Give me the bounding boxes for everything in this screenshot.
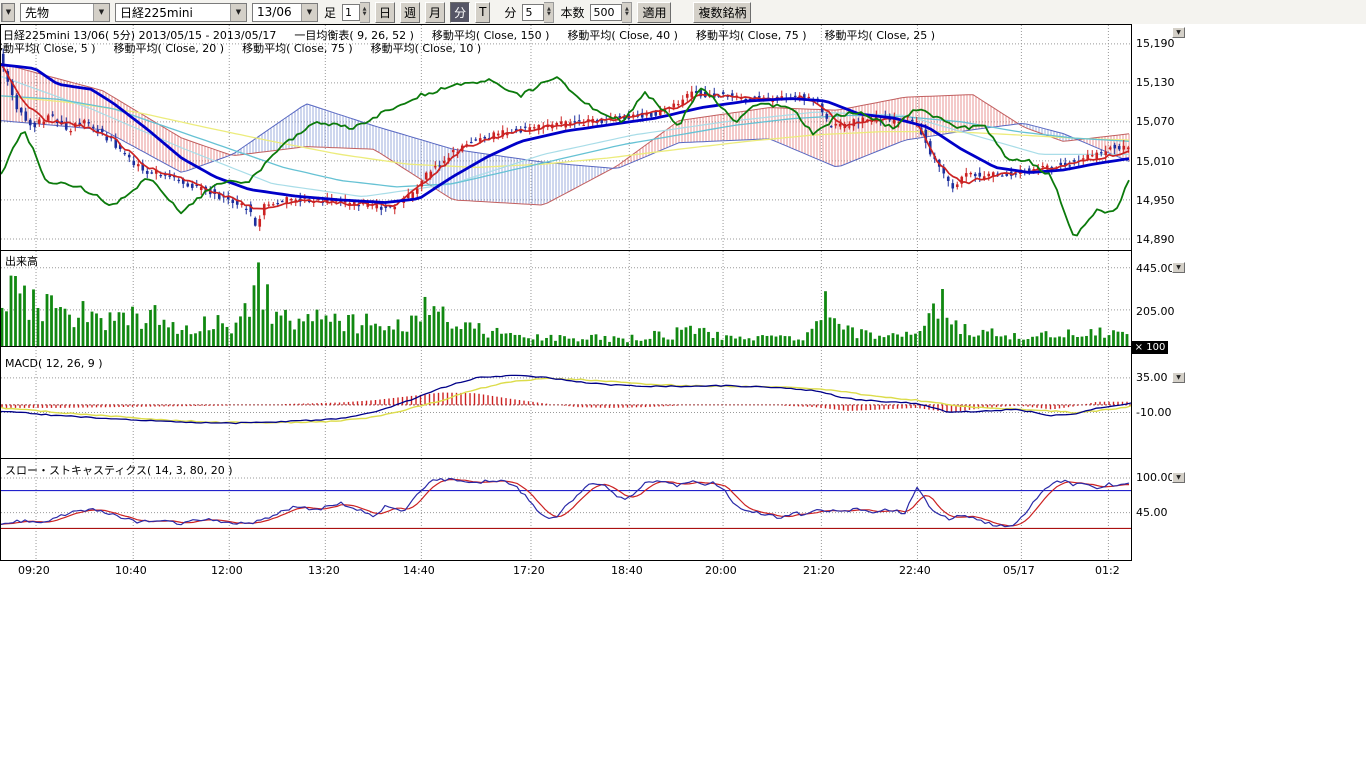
period-tick-button[interactable]: T <box>475 2 490 23</box>
apply-button[interactable]: 適用 <box>637 2 671 23</box>
instrument-value: 日経225mini <box>116 4 230 21</box>
price-scale-label: 14,950 <box>1136 194 1182 207</box>
time-tick: 12:00 <box>211 564 243 577</box>
indicator-label-ma40: 移動平均( Close, 40 ) <box>567 27 678 43</box>
instrument-type-select[interactable]: 先物 ▼ <box>20 3 110 22</box>
chart-header-line2: 移動平均( Close, 5 ) 移動平均( Close, 20 ) 移動平均(… <box>0 40 481 56</box>
multi-symbol-button[interactable]: 複数銘柄 <box>693 2 751 23</box>
indicator-label-ma25: 移動平均( Close, 25 ) <box>825 27 936 43</box>
period-minute-button[interactable]: 分 <box>450 2 470 23</box>
bar-label: 足 <box>323 4 337 21</box>
price-scale-label: 14,890 <box>1136 233 1182 246</box>
indicator-label-ma10: 移動平均( Close, 10 ) <box>371 40 482 56</box>
time-tick: 14:40 <box>403 564 435 577</box>
time-tick: 13:20 <box>308 564 340 577</box>
indicator-label-ma75: 移動平均( Close, 75 ) <box>696 27 807 43</box>
period-day-button[interactable]: 日 <box>375 2 395 23</box>
time-tick: 17:20 <box>513 564 545 577</box>
bar-period-input[interactable] <box>342 4 360 21</box>
volume-panel[interactable]: 出来高 <box>0 250 1132 347</box>
period-week-button[interactable]: 週 <box>400 2 420 23</box>
time-tick: 21:20 <box>803 564 835 577</box>
corner-dropdown[interactable]: ▼ <box>1 3 15 22</box>
count-input[interactable] <box>590 4 622 21</box>
toolbar: ▼ 先物 ▼ 日経225mini ▼ 13/06 ▼ 足 ▲▼ 日 週 月 分 … <box>0 0 1366 24</box>
macd-panel[interactable]: MACD( 12, 26, 9 ) <box>0 346 1132 459</box>
volume-multiplier-badge: × 100 <box>1132 341 1168 354</box>
macd-chart[interactable] <box>1 347 1131 458</box>
chevron-down-icon: ▼ <box>230 4 246 21</box>
indicator-label-ma5: 移動平均( Close, 5 ) <box>0 40 96 56</box>
candlestick-chart[interactable] <box>1 25 1131 250</box>
time-tick: 01:2 <box>1095 564 1120 577</box>
instrument-select[interactable]: 日経225mini ▼ <box>115 3 247 22</box>
time-tick: 22:40 <box>899 564 931 577</box>
volume-label: 出来高 <box>5 253 38 269</box>
contract-month-select[interactable]: 13/06 ▼ <box>252 3 318 22</box>
main-chart-panel[interactable]: 日経225mini 13/06( 5分) 2013/05/15 - 2013/0… <box>0 24 1132 251</box>
time-tick: 18:40 <box>611 564 643 577</box>
indicator-label-ma20: 移動平均( Close, 20 ) <box>114 40 225 56</box>
volume-scale-spinner-button[interactable]: ▼ <box>1172 262 1185 273</box>
period-month-button[interactable]: 月 <box>425 2 445 23</box>
time-tick: 05/17 <box>1003 564 1035 577</box>
time-tick: 20:00 <box>705 564 737 577</box>
main-scale-spinner-button[interactable]: ▼ <box>1172 27 1185 38</box>
stoch-scale-spinner-button[interactable]: ▼ <box>1172 472 1185 483</box>
stoch-scale-label: 45.00 <box>1136 506 1182 519</box>
indicator-label-ma75b: 移動平均( Close, 75 ) <box>242 40 353 56</box>
price-scale-label: 15,070 <box>1136 115 1182 128</box>
stochastics-label: スロー・ストキャスティクス( 14, 3, 80, 20 ) <box>5 462 233 478</box>
spinner-icon[interactable]: ▲▼ <box>360 2 370 23</box>
contract-month-value: 13/06 <box>253 5 301 19</box>
stochastics-panel[interactable]: スロー・ストキャスティクス( 14, 3, 80, 20 ) <box>0 458 1132 561</box>
volume-chart[interactable] <box>1 251 1131 346</box>
count-label: 本数 <box>559 4 585 21</box>
chevron-down-icon: ▼ <box>2 4 14 21</box>
price-scale-label: 15,130 <box>1136 76 1182 89</box>
macd-scale-label: -10.00 <box>1136 406 1182 419</box>
time-tick: 09:20 <box>18 564 50 577</box>
time-axis: 09:20 10:40 12:00 13:20 14:40 17:20 18:4… <box>0 562 1132 578</box>
minute-input[interactable] <box>522 4 544 21</box>
instrument-type-value: 先物 <box>21 4 93 21</box>
chevron-down-icon: ▼ <box>301 4 317 21</box>
chevron-down-icon: ▼ <box>93 4 109 21</box>
spinner-icon[interactable]: ▲▼ <box>544 2 554 23</box>
volume-scale-label: 205.00 <box>1136 305 1182 318</box>
spinner-icon[interactable]: ▲▼ <box>622 2 632 23</box>
time-tick: 10:40 <box>115 564 147 577</box>
minute-label: 分 <box>503 4 517 21</box>
macd-scale-spinner-button[interactable]: ▼ <box>1172 372 1185 383</box>
price-scale-label: 15,190 <box>1136 37 1182 50</box>
macd-label: MACD( 12, 26, 9 ) <box>5 357 103 370</box>
price-scale-label: 15,010 <box>1136 155 1182 168</box>
